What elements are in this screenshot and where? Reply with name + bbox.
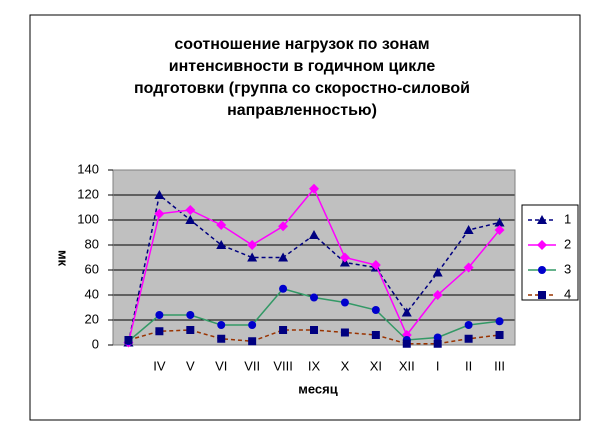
marker [217, 321, 226, 329]
y-tick-label: 40 [85, 286, 99, 301]
marker [124, 336, 133, 344]
x-axis-label: месяц [298, 381, 337, 396]
marker [495, 317, 504, 326]
x-tick-label: I [436, 358, 440, 373]
marker [432, 267, 443, 277]
x-tick-label: IV [153, 358, 166, 373]
marker [247, 240, 258, 250]
y-tick-label: 60 [85, 261, 99, 276]
y-tick-label: 100 [77, 211, 99, 226]
marker [433, 333, 442, 342]
marker [278, 252, 289, 262]
marker [402, 339, 411, 348]
plot-area [113, 170, 515, 345]
legend-label: 1 [564, 211, 571, 226]
marker [310, 326, 318, 334]
marker [463, 262, 474, 273]
marker [370, 260, 381, 270]
y-tick-label: 140 [77, 161, 99, 176]
x-tick-label: VII [244, 358, 260, 373]
marker [371, 331, 380, 339]
marker [248, 337, 257, 346]
marker [309, 230, 319, 239]
marker [155, 327, 164, 336]
marker [495, 331, 504, 339]
marker [247, 252, 258, 262]
chart-title: подготовки (группа со скоростно-силовой [134, 80, 470, 97]
marker [154, 208, 165, 219]
legend-label: 3 [564, 261, 571, 276]
y-tick-label: 0 [92, 336, 99, 351]
marker [186, 326, 195, 334]
marker [279, 284, 288, 293]
marker [216, 240, 227, 249]
x-tick-label: XI [370, 358, 382, 373]
y-tick-label: 20 [85, 311, 99, 326]
marker [340, 328, 349, 337]
marker [217, 334, 226, 343]
marker [248, 321, 257, 329]
x-tick-label: II [465, 358, 472, 373]
y-tick-label: 80 [85, 236, 99, 251]
marker [340, 298, 349, 307]
marker [185, 215, 196, 224]
marker [154, 190, 165, 199]
marker [185, 205, 196, 215]
marker [432, 290, 443, 300]
marker [494, 217, 505, 227]
marker [155, 311, 164, 319]
marker [339, 252, 350, 263]
marker [371, 306, 380, 314]
legend-label: 4 [564, 286, 571, 301]
x-tick-label: III [494, 358, 505, 373]
x-tick-label: VI [215, 358, 227, 373]
x-tick-label: IX [308, 358, 321, 373]
marker [279, 326, 288, 334]
legend-marker [537, 215, 547, 224]
chart-title: соотношение нагрузок по зонам [174, 36, 429, 53]
marker [463, 225, 474, 234]
x-tick-label: VIII [273, 358, 293, 373]
marker [494, 225, 505, 235]
marker [401, 307, 412, 317]
marker [433, 339, 442, 348]
legend-marker [537, 240, 547, 250]
x-tick-label: V [186, 358, 195, 373]
marker [310, 293, 318, 302]
marker [278, 221, 289, 232]
y-axis-label: мк [56, 250, 71, 267]
legend-label: 2 [564, 236, 571, 251]
x-tick-label: XII [399, 358, 415, 373]
marker [216, 220, 227, 230]
chart-title: направленностью) [227, 102, 377, 119]
legend-box [521, 204, 579, 301]
marker [464, 321, 473, 329]
marker [186, 311, 195, 319]
legend-marker [538, 291, 546, 299]
plot-border [112, 169, 516, 346]
y-tick-label: 120 [77, 186, 99, 201]
x-tick-label: X [341, 358, 350, 373]
legend-marker [538, 266, 546, 274]
marker [464, 334, 473, 343]
marker [309, 183, 319, 194]
chart-title: интенсивности в годичном цикле [169, 58, 436, 75]
